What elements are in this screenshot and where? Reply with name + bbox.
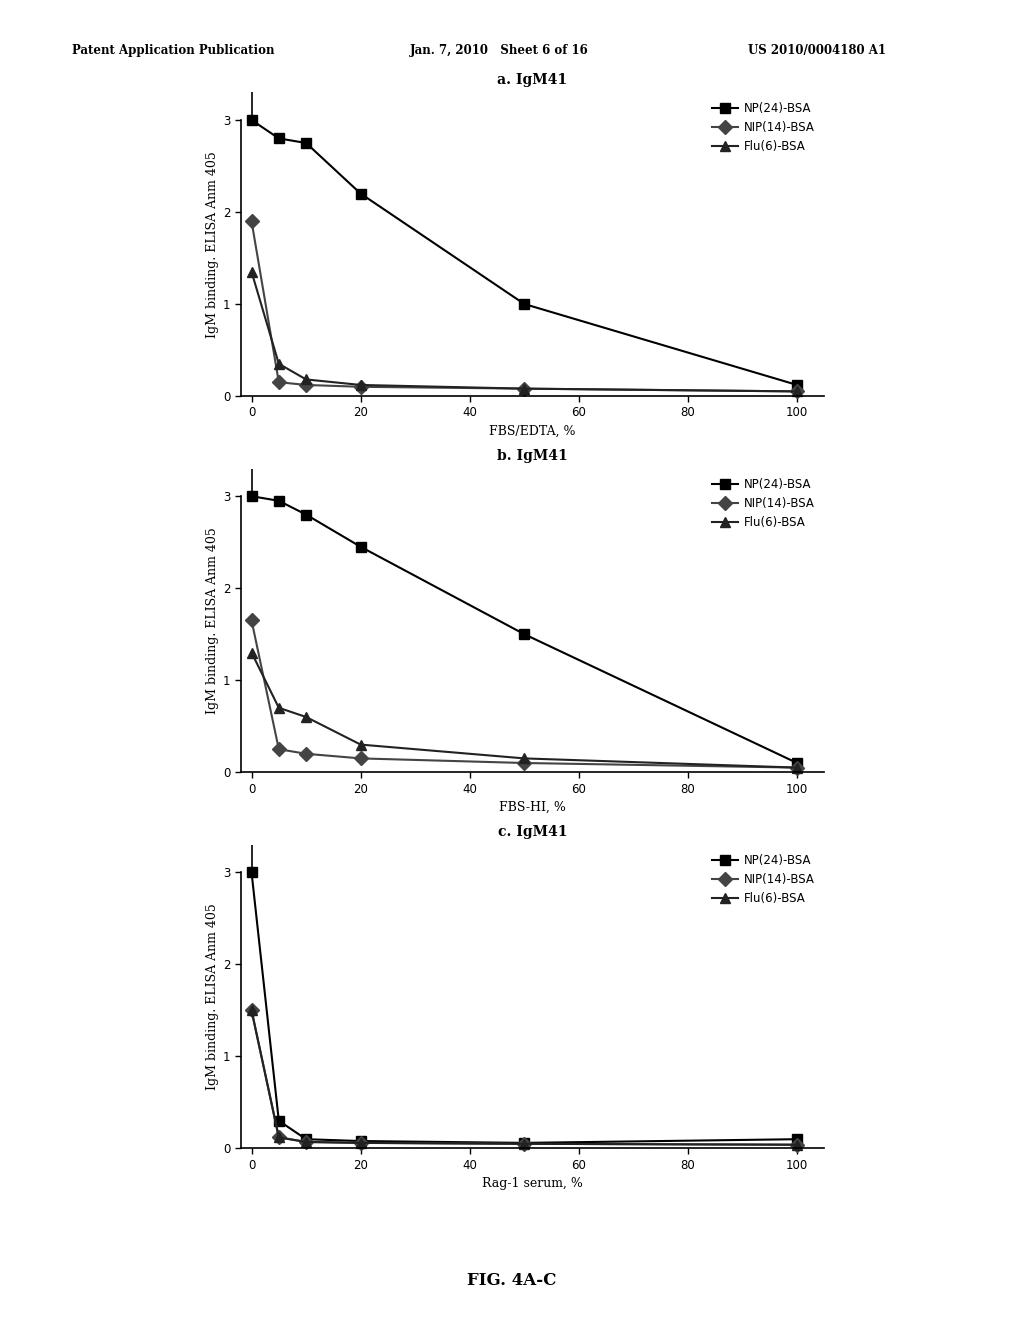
Title: b. IgM41: b. IgM41 — [497, 449, 568, 463]
Text: Jan. 7, 2010   Sheet 6 of 16: Jan. 7, 2010 Sheet 6 of 16 — [410, 44, 589, 57]
X-axis label: FBS/EDTA, %: FBS/EDTA, % — [489, 425, 575, 438]
Text: US 2010/0004180 A1: US 2010/0004180 A1 — [748, 44, 886, 57]
X-axis label: FBS-HI, %: FBS-HI, % — [499, 801, 566, 814]
Y-axis label: IgM binding. ELISA Anm 405: IgM binding. ELISA Anm 405 — [206, 150, 218, 338]
Title: a. IgM41: a. IgM41 — [498, 73, 567, 87]
Y-axis label: IgM binding. ELISA Anm 405: IgM binding. ELISA Anm 405 — [206, 527, 218, 714]
Legend: NP(24)-BSA, NIP(14)-BSA, Flu(6)-BSA: NP(24)-BSA, NIP(14)-BSA, Flu(6)-BSA — [709, 850, 818, 908]
Text: Patent Application Publication: Patent Application Publication — [72, 44, 274, 57]
Title: c. IgM41: c. IgM41 — [498, 825, 567, 840]
X-axis label: Rag-1 serum, %: Rag-1 serum, % — [482, 1177, 583, 1191]
Text: FIG. 4A-C: FIG. 4A-C — [467, 1272, 557, 1288]
Legend: NP(24)-BSA, NIP(14)-BSA, Flu(6)-BSA: NP(24)-BSA, NIP(14)-BSA, Flu(6)-BSA — [709, 98, 818, 156]
Y-axis label: IgM binding. ELISA Anm 405: IgM binding. ELISA Anm 405 — [206, 903, 218, 1090]
Legend: NP(24)-BSA, NIP(14)-BSA, Flu(6)-BSA: NP(24)-BSA, NIP(14)-BSA, Flu(6)-BSA — [709, 474, 818, 532]
